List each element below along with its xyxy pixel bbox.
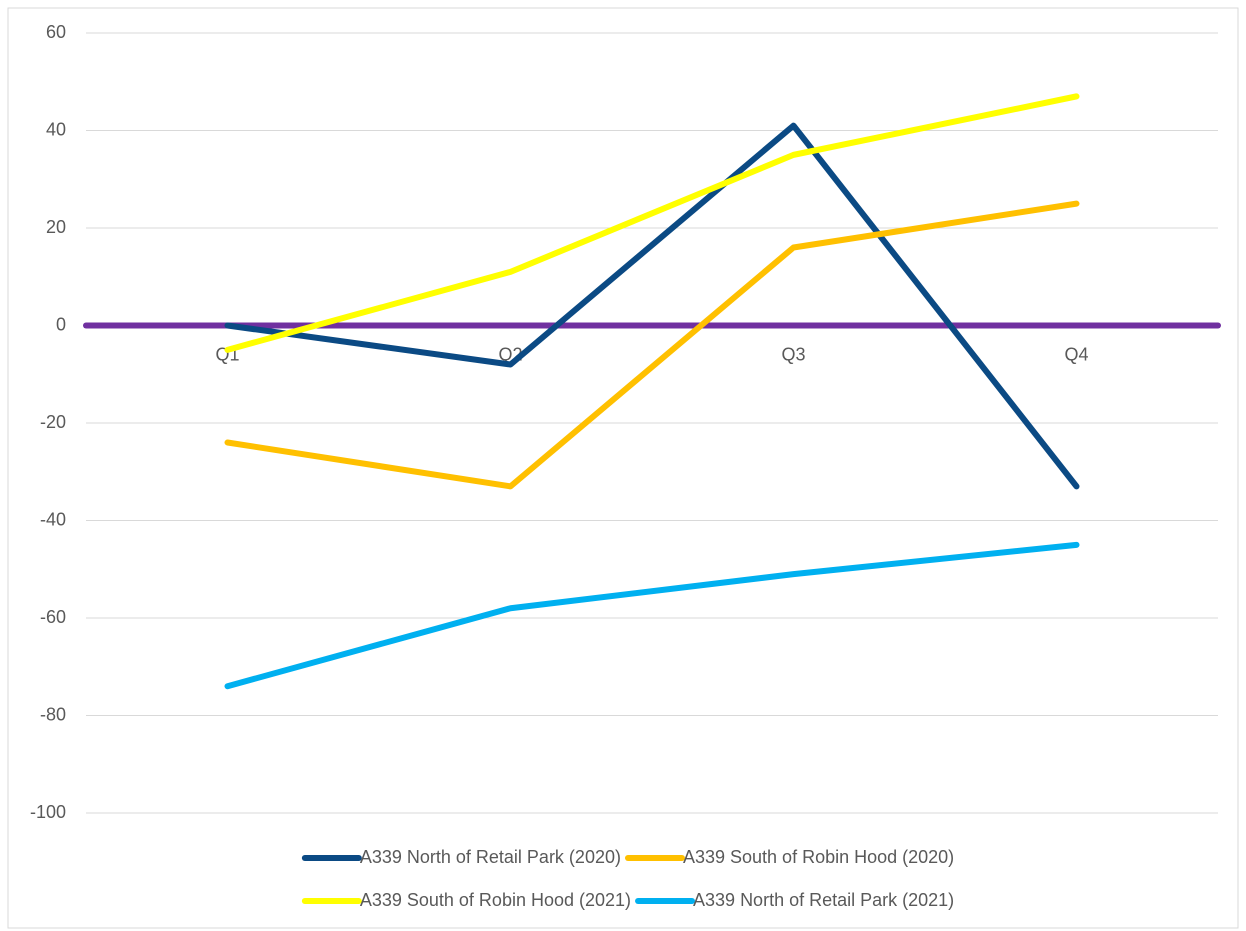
legend-label: A339 South of Robin Hood (2020) [683,847,954,867]
y-tick-label: 40 [46,119,66,139]
legend-label: A339 North of Retail Park (2021) [693,890,954,910]
legend-label: A339 North of Retail Park (2020) [360,847,621,867]
series-line [224,541,1080,690]
series-line [224,93,1080,353]
y-tick-label: -40 [40,509,66,529]
x-tick-label: Q4 [1064,344,1088,364]
legend-row: A339 North of Retail Park (2020) A339 Sou… [301,847,954,867]
y-tick-label: 0 [56,314,66,334]
y-tick-label: 60 [46,22,66,42]
y-tick-label: -60 [40,607,66,627]
y-tick-label: -80 [40,704,66,724]
series-line [224,122,1080,490]
x-tick-label: Q3 [781,344,805,364]
y-tick-label: -20 [40,412,66,432]
legend-label: A339 South of Robin Hood (2021) [360,890,631,910]
y-tick-label: 20 [46,217,66,237]
y-tick-label: -100 [30,802,66,822]
chart-frame [7,7,1239,929]
legend-row: A339 South of Robin Hood (2021) A339 Nort… [301,890,954,910]
series-line [224,200,1080,490]
